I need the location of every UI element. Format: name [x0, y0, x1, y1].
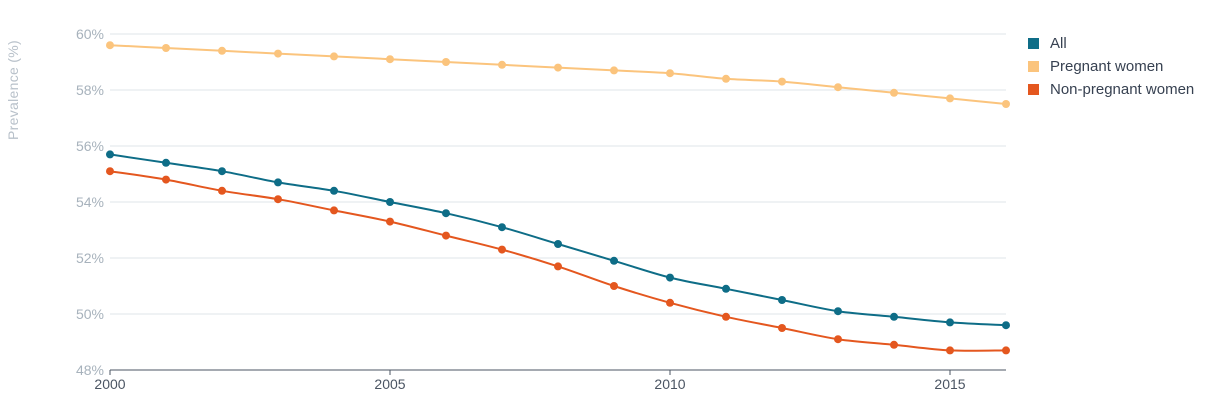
- data-point-non-pregnant-women-2002[interactable]: [218, 186, 226, 195]
- data-point-non-pregnant-women-2000[interactable]: [106, 167, 114, 176]
- data-point-non-pregnant-women-2008[interactable]: [554, 262, 562, 271]
- data-point-pregnant-women-2008[interactable]: [554, 63, 562, 72]
- data-point-pregnant-women-2004[interactable]: [330, 52, 338, 61]
- data-point-non-pregnant-women-2011[interactable]: [722, 312, 730, 321]
- data-point-non-pregnant-women-2013[interactable]: [834, 335, 842, 344]
- legend-swatch-non-pregnant-women: [1028, 84, 1039, 95]
- legend-swatch-pregnant-women: [1028, 61, 1039, 72]
- x-axis: 2000 2005 2010 2015: [94, 369, 1006, 392]
- grid: [110, 33, 1006, 371]
- y-axis-label: Prevalence (%): [5, 40, 21, 140]
- series-line-pregnant-women: [109, 44, 1007, 105]
- y-tick-label-52: 52%: [76, 250, 104, 266]
- data-point-non-pregnant-women-2014[interactable]: [890, 340, 898, 349]
- data-point-pregnant-women-2002[interactable]: [218, 46, 226, 55]
- legend: All Pregnant women Non-pregnant women: [1028, 32, 1194, 101]
- y-axis: 48% 50% 52% 54% 56% 58% 60%: [76, 26, 104, 378]
- series-line-non-pregnant-women: [109, 170, 1007, 352]
- data-point-pregnant-women-2011[interactable]: [722, 74, 730, 83]
- legend-item-all[interactable]: All: [1028, 32, 1194, 55]
- legend-label-pregnant-women: Pregnant women: [1050, 58, 1164, 75]
- y-tick-label-60: 60%: [76, 26, 104, 42]
- data-point-all-2006[interactable]: [442, 209, 450, 218]
- data-point-all-2000[interactable]: [106, 150, 114, 159]
- y-tick-label-50: 50%: [76, 306, 104, 322]
- data-point-pregnant-women-2016[interactable]: [1002, 100, 1010, 108]
- data-point-non-pregnant-women-2010[interactable]: [666, 298, 674, 307]
- data-point-pregnant-women-2012[interactable]: [778, 77, 786, 86]
- data-point-non-pregnant-women-2015[interactable]: [946, 346, 954, 355]
- y-tick-label-48: 48%: [76, 362, 104, 378]
- data-point-pregnant-women-2000[interactable]: [106, 41, 114, 50]
- legend-item-pregnant-women[interactable]: Pregnant women: [1028, 55, 1194, 78]
- data-point-non-pregnant-women-2016[interactable]: [1002, 346, 1010, 355]
- series-all: [106, 150, 1010, 330]
- data-point-pregnant-women-2007[interactable]: [498, 60, 506, 69]
- data-point-pregnant-women-2006[interactable]: [442, 58, 450, 66]
- data-point-all-2003[interactable]: [274, 178, 282, 187]
- data-point-pregnant-women-2001[interactable]: [162, 44, 170, 52]
- data-point-all-2007[interactable]: [498, 223, 506, 232]
- data-point-non-pregnant-women-2006[interactable]: [442, 231, 450, 240]
- data-point-all-2009[interactable]: [610, 256, 618, 265]
- data-point-all-2005[interactable]: [386, 198, 394, 206]
- data-point-non-pregnant-women-2012[interactable]: [778, 324, 786, 332]
- data-point-pregnant-women-2015[interactable]: [946, 94, 954, 103]
- data-point-all-2010[interactable]: [666, 273, 674, 282]
- data-point-all-2013[interactable]: [834, 307, 842, 316]
- data-point-all-2011[interactable]: [722, 284, 730, 293]
- data-point-non-pregnant-women-2007[interactable]: [498, 245, 506, 254]
- series-lines: [106, 41, 1010, 355]
- data-point-pregnant-women-2013[interactable]: [834, 83, 842, 92]
- data-point-non-pregnant-women-2001[interactable]: [162, 175, 170, 184]
- legend-item-non-pregnant-women[interactable]: Non-pregnant women: [1028, 78, 1194, 101]
- y-tick-label-58: 58%: [76, 82, 104, 98]
- data-point-all-2001[interactable]: [162, 158, 170, 167]
- legend-swatch-all: [1028, 38, 1039, 49]
- data-point-non-pregnant-women-2009[interactable]: [610, 282, 618, 290]
- data-point-all-2012[interactable]: [778, 296, 786, 304]
- data-point-pregnant-women-2009[interactable]: [610, 66, 618, 75]
- y-tick-label-56: 56%: [76, 138, 104, 154]
- legend-label-all: All: [1050, 35, 1067, 52]
- series-non-pregnant-women: [106, 167, 1010, 355]
- data-point-pregnant-women-2003[interactable]: [274, 49, 282, 58]
- data-point-pregnant-women-2005[interactable]: [386, 55, 394, 64]
- data-point-non-pregnant-women-2004[interactable]: [330, 206, 338, 215]
- data-point-all-2016[interactable]: [1002, 321, 1010, 330]
- x-tick-label-2005: 2005: [374, 376, 405, 392]
- data-point-non-pregnant-women-2005[interactable]: [386, 217, 394, 226]
- data-point-pregnant-women-2010[interactable]: [666, 69, 674, 78]
- data-point-all-2004[interactable]: [330, 186, 338, 195]
- series-line-all: [109, 153, 1007, 327]
- data-point-non-pregnant-women-2003[interactable]: [274, 195, 282, 204]
- series-pregnant-women: [106, 41, 1010, 108]
- y-tick-label-54: 54%: [76, 194, 104, 210]
- data-point-all-2014[interactable]: [890, 312, 898, 321]
- x-tick-label-2010: 2010: [654, 376, 685, 392]
- data-point-pregnant-women-2014[interactable]: [890, 88, 898, 97]
- x-tick-label-2015: 2015: [934, 376, 965, 392]
- x-tick-label-2000: 2000: [94, 376, 125, 392]
- legend-label-non-pregnant-women: Non-pregnant women: [1050, 81, 1195, 98]
- data-point-all-2002[interactable]: [218, 167, 226, 176]
- data-point-all-2008[interactable]: [554, 240, 562, 248]
- data-point-all-2015[interactable]: [946, 318, 954, 327]
